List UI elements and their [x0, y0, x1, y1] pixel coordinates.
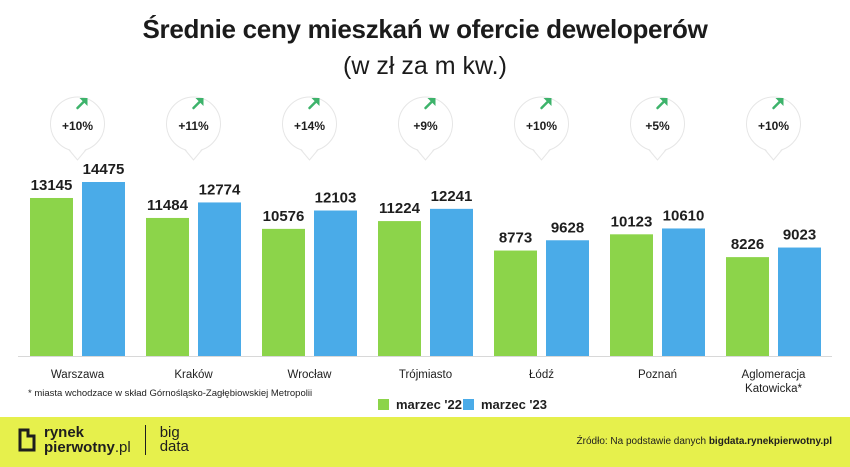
brand-logo: rynek pierwotny.pl big data	[18, 425, 189, 455]
bar-2023	[546, 240, 589, 356]
legend-label-2022: marzec '22	[396, 397, 462, 412]
data-label: 9628	[551, 219, 584, 236]
legend-swatch-2023	[463, 399, 474, 410]
bar-2023	[430, 208, 473, 356]
source-note: Źródło: Na podstawie danych bigdata.ryne…	[577, 436, 832, 447]
data-label: 12241	[431, 188, 473, 205]
legend-label-2023: marzec '23	[481, 397, 547, 412]
chart-subtitle: (w zł za m kw.)	[343, 52, 507, 80]
bar-chart: 13145 14475 Warszawa +10% 11484 12774 Kraków +1…	[18, 96, 832, 395]
legend-item-2023: marzec '23	[463, 397, 547, 412]
data-label: 12774	[199, 181, 241, 198]
change-label: +9%	[413, 119, 438, 133]
bar-2023	[198, 202, 241, 356]
logo-divider	[144, 425, 146, 455]
change-pin-cover	[531, 147, 552, 158]
category-label: Trójmiasto	[399, 369, 452, 381]
logo-line2: pierwotny	[44, 439, 115, 456]
data-label: 10123	[611, 213, 653, 230]
change-pin-cover	[67, 147, 88, 158]
change-pin-cover	[763, 147, 784, 158]
up-arrow-head-icon	[543, 98, 552, 106]
data-label: 8773	[499, 230, 532, 247]
legend-swatch-2022	[378, 399, 389, 410]
bar-2023	[662, 228, 705, 356]
up-arrow-head-icon	[427, 98, 436, 106]
category-label: Kraków	[174, 369, 213, 381]
data-label: 9023	[783, 227, 816, 244]
data-label: 13145	[31, 177, 73, 194]
bar-2022	[262, 228, 305, 356]
up-arrow-head-icon	[195, 98, 204, 106]
bar-2022	[146, 217, 189, 356]
data-label: 12103	[315, 190, 357, 207]
category-label: Katowicka*	[745, 383, 802, 395]
up-arrow-head-icon	[79, 98, 88, 106]
bar-2022	[610, 234, 653, 356]
bar-2023	[82, 182, 125, 356]
bar-2023	[314, 210, 357, 356]
change-label: +10%	[62, 119, 93, 133]
data-label: 14475	[83, 161, 125, 178]
category-label: Wrocław	[288, 369, 333, 381]
footnote: * miasta wchodzace w skład Górnośląsko-Z…	[28, 388, 313, 399]
up-arrow-head-icon	[311, 98, 320, 106]
chart-title: Średnie ceny mieszkań w ofercie dewelope…	[142, 14, 708, 44]
change-pin-cover	[183, 147, 204, 158]
source-prefix: Źródło: Na podstawie danych	[576, 436, 709, 447]
category-label: Warszawa	[51, 369, 105, 381]
bar-2022	[494, 250, 537, 356]
footer-bar: rynek pierwotny.pl big data Źródło: Na p…	[0, 417, 850, 467]
data-label: 11224	[379, 200, 421, 217]
logo-big-line1: big	[159, 424, 180, 441]
change-pin-cover	[415, 147, 436, 158]
data-label: 8226	[731, 236, 764, 253]
up-arrow-head-icon	[659, 98, 668, 106]
bar-2022	[30, 197, 73, 356]
data-label: 10610	[663, 207, 705, 224]
change-pin-cover	[647, 147, 668, 158]
change-label: +11%	[178, 119, 209, 133]
data-label: 11484	[147, 197, 189, 214]
change-label: +5%	[645, 119, 670, 133]
bar-2022	[726, 257, 769, 356]
change-label: +10%	[526, 119, 557, 133]
change-pin-cover	[299, 147, 320, 158]
category-label: Łódź	[529, 369, 554, 381]
bar-2022	[378, 221, 421, 356]
data-label: 10576	[263, 208, 305, 225]
bar-2023	[778, 247, 821, 356]
up-arrow-head-icon	[775, 98, 784, 106]
logo-mark-icon	[18, 426, 36, 454]
logo-suffix: .pl	[114, 439, 131, 456]
category-label: Aglomeracja	[742, 369, 807, 381]
change-label: +14%	[294, 119, 325, 133]
logo-big-line2: data	[159, 438, 189, 455]
category-label: Poznań	[638, 369, 677, 381]
legend-item-2022: marzec '22	[378, 397, 462, 412]
change-label: +10%	[758, 119, 789, 133]
source-site: bigdata.rynekpierwotny.pl	[708, 436, 832, 447]
logo-line1: rynek	[44, 424, 85, 441]
